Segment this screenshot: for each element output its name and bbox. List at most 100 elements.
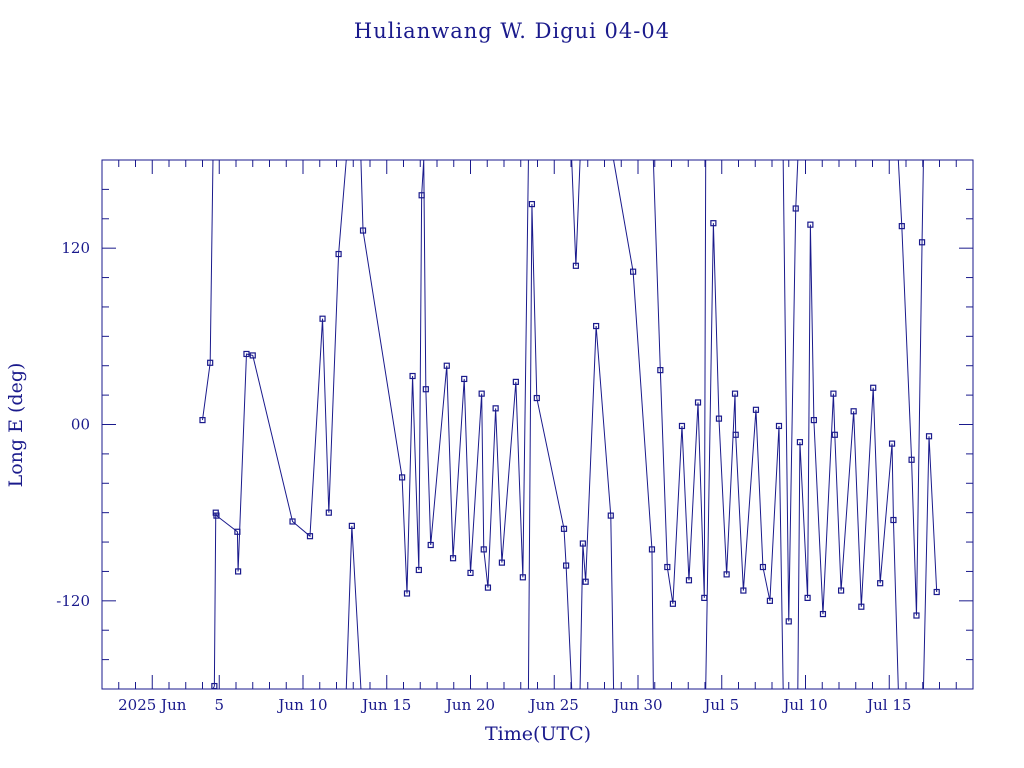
data-point — [740, 587, 747, 594]
data-point — [785, 618, 792, 625]
x-tick-label: Jul 15 — [865, 696, 911, 714]
data-point — [898, 223, 905, 230]
x-tick-label: 2025 Jun — [118, 696, 187, 714]
data-point — [560, 525, 568, 532]
data-point — [918, 239, 926, 246]
data-point — [796, 439, 804, 446]
data-point — [498, 559, 506, 566]
data-point — [933, 588, 940, 596]
data-point — [607, 512, 614, 519]
data-point — [759, 563, 767, 571]
data-point — [234, 568, 242, 575]
y-tick-label: 00 — [71, 416, 90, 434]
data-point — [630, 268, 637, 275]
data-point — [579, 540, 586, 547]
data-point — [211, 682, 218, 690]
data-point — [850, 408, 857, 415]
data-point — [249, 352, 256, 359]
data-point — [766, 597, 774, 604]
data-point — [807, 221, 814, 228]
data-point — [213, 512, 220, 519]
data-point — [234, 528, 241, 535]
data-point — [648, 546, 656, 553]
data-point — [319, 315, 326, 322]
data-point — [908, 456, 915, 463]
data-point — [207, 359, 214, 366]
data-point — [563, 562, 570, 569]
y-tick-label: -120 — [56, 592, 90, 610]
data-point — [925, 433, 933, 440]
data-point — [306, 533, 314, 540]
data-point — [415, 566, 422, 574]
data-point — [528, 200, 536, 208]
data-point — [199, 416, 206, 424]
data-point — [870, 384, 877, 391]
data-point — [694, 399, 702, 406]
data-point — [461, 375, 468, 383]
data-point — [752, 406, 760, 413]
x-tick-label: Jul 5 — [702, 696, 739, 714]
data-point — [533, 394, 540, 402]
data-point — [582, 578, 589, 585]
data-point — [409, 372, 416, 380]
data-point — [715, 415, 723, 422]
data-point — [804, 594, 811, 601]
x-tick-label: Jun 25 — [528, 696, 579, 714]
data-point — [399, 474, 406, 481]
data-point — [403, 590, 411, 597]
data-point — [467, 569, 474, 577]
data-point — [678, 422, 686, 430]
data-point — [422, 386, 429, 393]
data-point — [837, 587, 845, 594]
data-point — [701, 594, 708, 601]
data-point — [492, 405, 499, 412]
marker-group — [199, 192, 940, 690]
data-point — [888, 440, 896, 447]
data-point — [418, 192, 425, 199]
x-tick-label: Jun 10 — [276, 696, 327, 714]
series-line — [202, 159, 938, 690]
data-point — [348, 522, 355, 529]
x-tick-label: Jun 20 — [444, 696, 495, 714]
data-point — [819, 610, 827, 618]
data-point — [792, 205, 799, 212]
data-point — [572, 262, 579, 269]
data-point — [484, 584, 492, 591]
data-point — [593, 322, 600, 330]
data-point — [731, 390, 739, 397]
data-point — [810, 416, 817, 424]
data-point — [890, 516, 897, 524]
x-tick-label: Jun 30 — [611, 696, 662, 714]
data-point — [775, 422, 783, 430]
x-tick-label: Jul 10 — [781, 696, 827, 714]
series-group — [202, 159, 938, 690]
data-point — [710, 220, 717, 227]
plot-frame-rect — [101, 159, 974, 690]
data-point — [669, 600, 676, 607]
data-point — [359, 227, 367, 234]
y-tick-label: 120 — [61, 239, 90, 257]
data-point — [723, 571, 730, 578]
data-point — [913, 612, 920, 619]
data-point — [519, 574, 526, 581]
data-point — [831, 431, 838, 438]
data-point — [335, 250, 342, 258]
data-point — [664, 563, 671, 571]
data-point — [830, 390, 837, 397]
data-point — [858, 603, 865, 610]
plot-frame — [101, 159, 974, 690]
x-axis-ticks: 2025 Jun 5 Jun 10 Jun 15 Jun 20 Jun 25 Jun 30 J… — [118, 160, 957, 714]
data-point — [449, 555, 457, 562]
data-point — [325, 509, 332, 516]
data-point — [877, 580, 884, 587]
data-point — [480, 546, 487, 553]
data-point — [657, 367, 664, 374]
data-point — [685, 577, 693, 584]
data-point — [243, 350, 250, 358]
x-tick-label: Jun 15 — [360, 696, 411, 714]
data-point — [443, 362, 450, 369]
y-axis-label: Long E (deg) — [5, 363, 27, 488]
data-point — [478, 390, 485, 397]
x-axis-label: Time(UTC) — [485, 723, 591, 745]
